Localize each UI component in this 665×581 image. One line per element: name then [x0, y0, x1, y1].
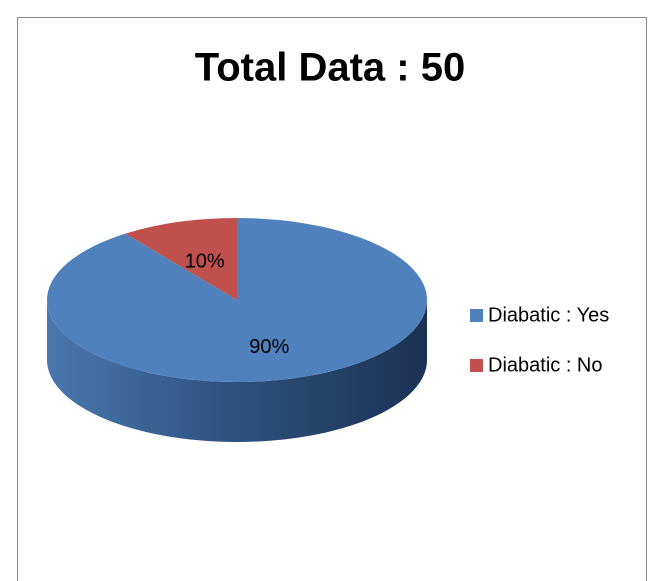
- chart-title: Total Data : 50: [195, 46, 465, 90]
- legend-label: Diabatic : No: [488, 354, 603, 376]
- legend-label: Diabatic : Yes: [488, 304, 609, 326]
- pie-side: [47, 300, 427, 442]
- data-label: 90%: [249, 336, 289, 358]
- legend-swatch: [470, 359, 483, 372]
- pie-slice: [47, 218, 428, 382]
- legend-swatch: [470, 309, 483, 322]
- pie-slice: [125, 218, 237, 300]
- data-label: 10%: [185, 250, 225, 272]
